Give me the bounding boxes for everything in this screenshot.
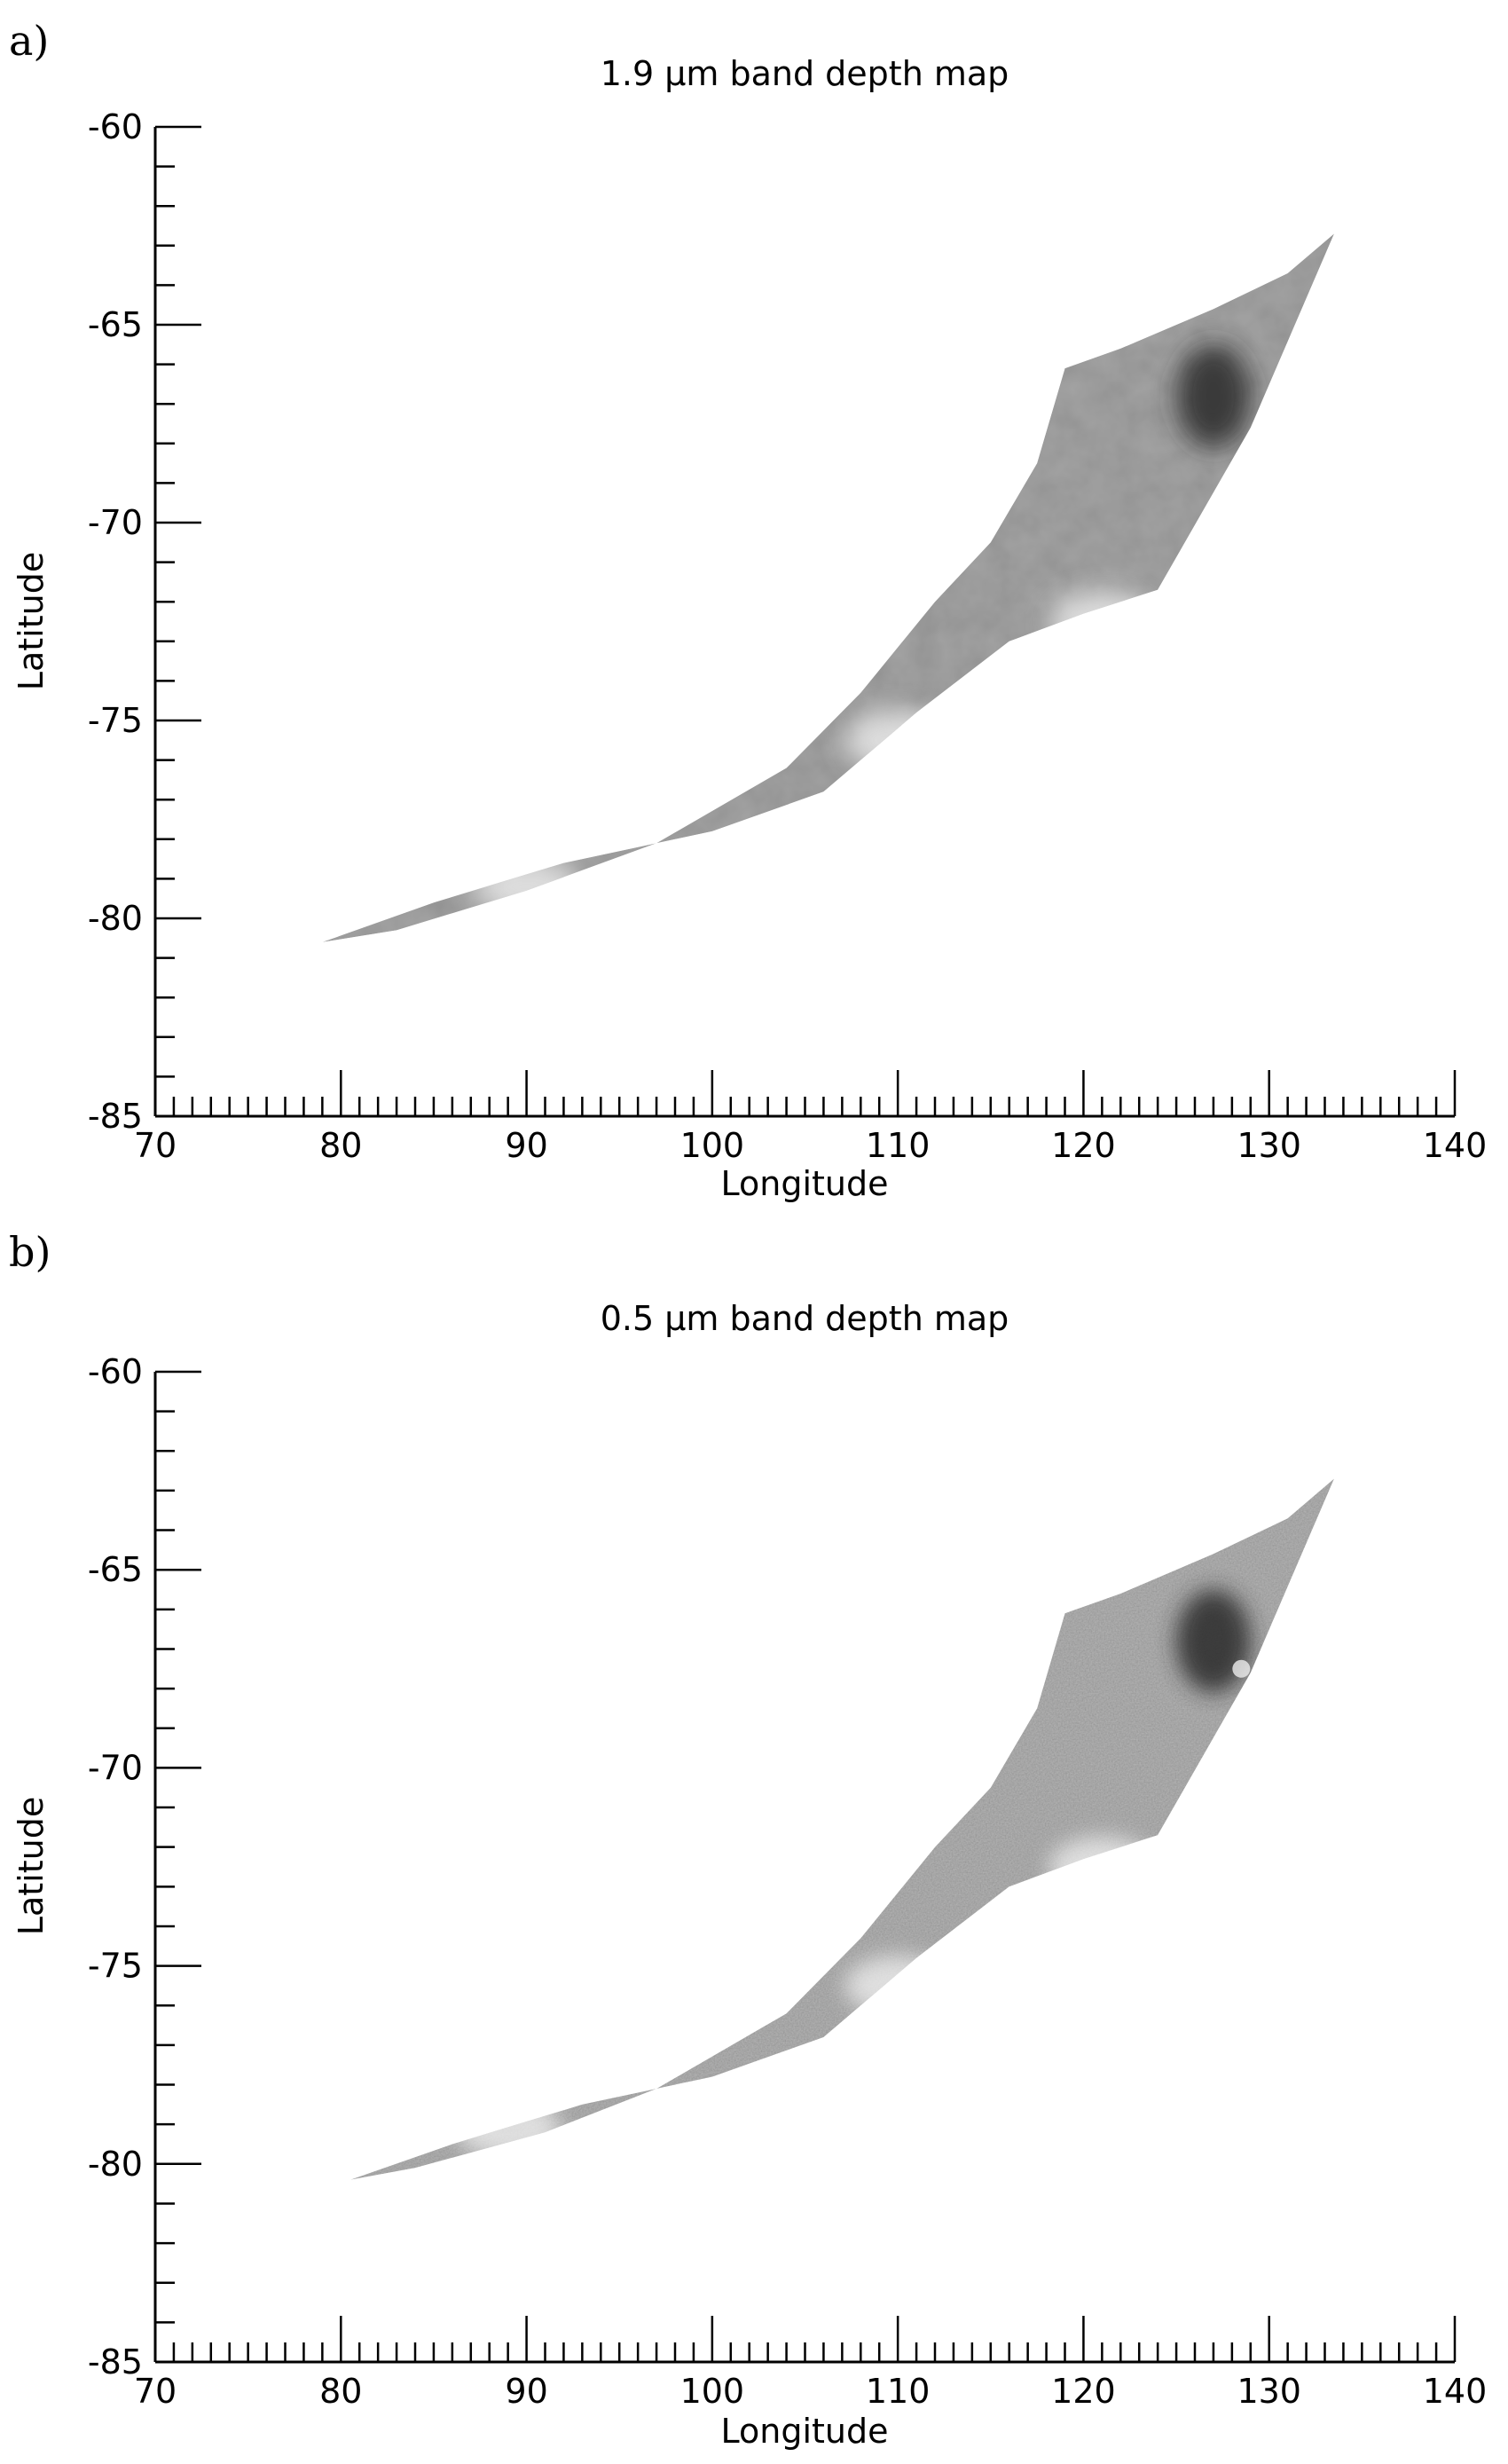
- x-tick-label: 80: [319, 1126, 362, 1165]
- x-tick-label: 70: [134, 1126, 177, 1165]
- x-tick-label: 110: [866, 1126, 931, 1165]
- x-tick-label: 90: [505, 2372, 547, 2411]
- bright-feature: [1049, 591, 1156, 652]
- chart-title: 1.9 μm band depth map: [601, 54, 1009, 93]
- y-tick-label: -85: [88, 2342, 143, 2381]
- y-tick-label: -60: [88, 1352, 143, 1391]
- chart-title: 0.5 μm band depth map: [601, 1299, 1009, 1338]
- y-axis-label: Latitude: [12, 552, 51, 690]
- x-tick-label: 120: [1051, 2372, 1116, 2411]
- bright-feature: [844, 710, 952, 771]
- x-tick-label: 80: [319, 2372, 362, 2411]
- y-tick-label: -85: [88, 1097, 143, 1136]
- x-tick-label: 100: [680, 1126, 745, 1165]
- band-depth-image: [350, 1478, 1334, 2180]
- panel-a: a) 1.9 μm band depth map -60 -65 -70 -75 -80…: [9, 17, 1487, 1203]
- x-tick-label: 70: [134, 2372, 177, 2411]
- y-tick-label: -75: [88, 701, 143, 740]
- y-tick-label: -80: [88, 899, 143, 938]
- x-tick-label: 110: [866, 2372, 931, 2411]
- x-tick-label: 130: [1237, 2372, 1301, 2411]
- y-tick-label: -75: [88, 1947, 143, 1986]
- band-depth-image: [322, 233, 1334, 942]
- x-axis-label: Longitude: [721, 1164, 889, 1203]
- panel-label: b): [9, 1228, 51, 1276]
- x-tick-label: 120: [1051, 1126, 1116, 1165]
- x-tick-label: 100: [680, 2372, 745, 2411]
- y-tick-label: -65: [88, 1550, 143, 1589]
- dark-absorption-feature: [1175, 344, 1251, 448]
- texture-overlay: [322, 233, 1334, 942]
- x-axis-label: Longitude: [721, 2412, 889, 2451]
- bright-feature: [454, 2098, 562, 2159]
- y-tick-label: -60: [88, 107, 143, 146]
- x-tick-label: 140: [1423, 2372, 1488, 2411]
- bright-feature: [1232, 1659, 1251, 1678]
- y-tick-label: -70: [88, 1748, 143, 1787]
- x-tick-label: 140: [1423, 1126, 1488, 1165]
- texture-overlay: [350, 1478, 1334, 2180]
- y-axis-label: Latitude: [12, 1797, 51, 1935]
- bright-feature: [1049, 1837, 1156, 1897]
- x-tick-label: 130: [1237, 1126, 1301, 1165]
- bright-feature: [844, 1955, 952, 2016]
- dark-absorption-feature: [1175, 1589, 1251, 1693]
- panel-label: a): [9, 17, 49, 65]
- y-tick-label: -65: [88, 305, 143, 344]
- x-tick-label: 90: [505, 1126, 547, 1165]
- y-tick-label: -80: [88, 2145, 143, 2184]
- bright-feature: [473, 856, 580, 917]
- panel-b: b) 0.5 μm band depth map -60 -65 -70 -75 -80…: [9, 1228, 1487, 2451]
- y-tick-label: -70: [88, 503, 143, 542]
